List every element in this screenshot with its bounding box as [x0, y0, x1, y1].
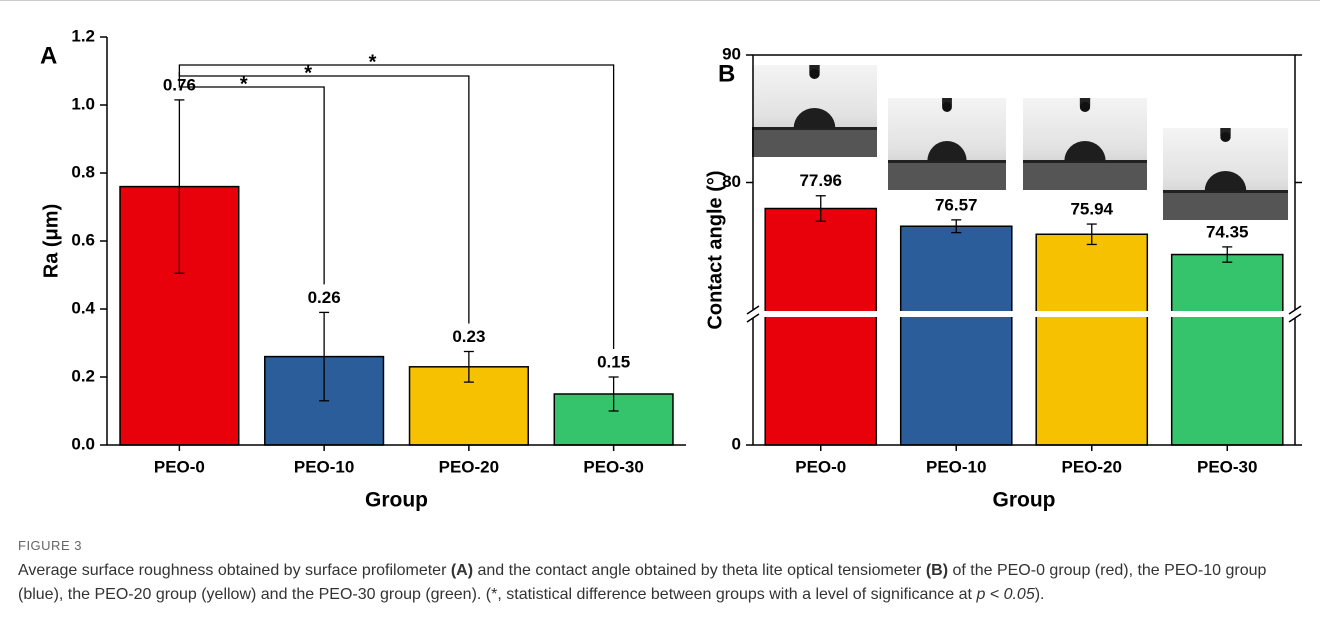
y-tick-label: 0.2 — [71, 366, 95, 385]
y-tick-label: 1.0 — [71, 94, 95, 113]
x-tick-label: PEO-10 — [926, 457, 986, 476]
y-tick-label: 0 — [732, 434, 741, 453]
y-tick-label: 80 — [722, 172, 741, 191]
significance-label: * — [369, 51, 377, 73]
value-label: 77.96 — [799, 171, 842, 190]
y-tick-label: 0.4 — [71, 298, 95, 317]
x-tick-label: PEO-20 — [439, 457, 499, 476]
value-label: 75.94 — [1070, 200, 1113, 219]
caption-part: Average surface roughness obtained by su… — [18, 562, 451, 579]
droplet-image — [1163, 128, 1288, 220]
caption-part: (B) — [926, 562, 948, 579]
x-tick-label: PEO-30 — [1197, 457, 1257, 476]
page: A Ra (μm) Group 0.0 0.2 0.4 0.6 0.8 1.0 1.2 PEO-0 0… — [0, 0, 1320, 643]
y-tick-label: 0.8 — [71, 162, 95, 181]
x-tick-label: PEO-0 — [154, 457, 205, 476]
caption-part: p < 0.05 — [976, 586, 1034, 603]
x-axis-title: Group — [993, 489, 1056, 512]
x-tick-label: PEO-30 — [583, 457, 643, 476]
x-tick-label: PEO-10 — [294, 457, 354, 476]
bar — [1172, 255, 1283, 445]
value-label: 0.26 — [308, 288, 341, 307]
panel-label: B — [718, 60, 735, 87]
caption: FIGURE 3 Average surface roughness obtai… — [18, 538, 1308, 607]
x-tick-label: PEO-0 — [795, 457, 846, 476]
value-label: 0.15 — [597, 352, 630, 371]
droplet-image — [888, 98, 1006, 190]
y-tick-label: 0.0 — [71, 434, 95, 453]
caption-text: Average surface roughness obtained by su… — [18, 559, 1308, 607]
droplet-image — [1023, 98, 1147, 190]
caption-part: ). — [1035, 586, 1045, 603]
value-label: 76.57 — [935, 195, 978, 214]
droplet-image — [752, 65, 877, 157]
y-tick-label: 90 — [722, 44, 741, 63]
value-label: 0.23 — [452, 327, 485, 346]
bar — [901, 226, 1012, 445]
y-tick-label: 1.2 — [71, 26, 95, 45]
x-axis-title: Group — [365, 489, 428, 512]
y-axis-title: Contact angle (°) — [704, 170, 726, 329]
x-tick-label: PEO-20 — [1062, 457, 1122, 476]
axis-break-gap — [751, 311, 1297, 317]
caption-part: and the contact angle obtained by theta … — [473, 562, 926, 579]
panel-label: A — [40, 42, 57, 69]
bar — [1036, 234, 1147, 445]
value-label: 74.35 — [1206, 222, 1249, 241]
figure-label: FIGURE 3 — [18, 538, 1308, 553]
figure: A Ra (μm) Group 0.0 0.2 0.4 0.6 0.8 1.0 1.2 PEO-0 0… — [0, 0, 1320, 530]
significance-bracket — [179, 65, 613, 349]
caption-part: (A) — [451, 562, 473, 579]
y-tick-label: 0.6 — [71, 230, 95, 249]
y-axis-title: Ra (μm) — [40, 204, 62, 278]
bar — [765, 209, 876, 445]
